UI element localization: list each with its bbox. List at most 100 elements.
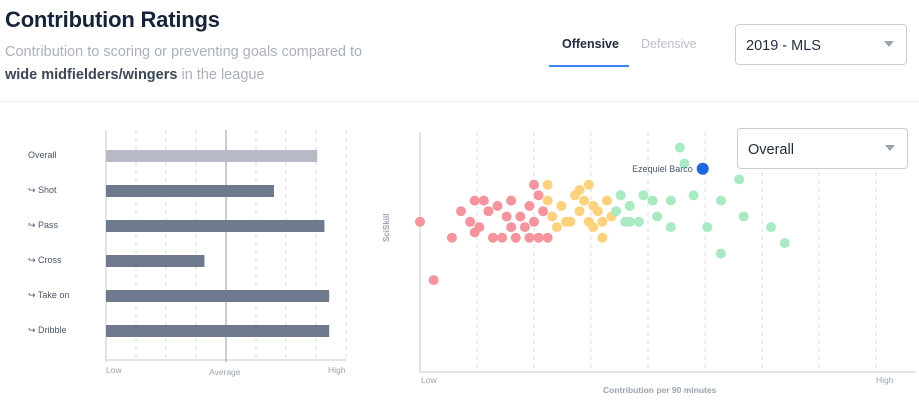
scatter-point bbox=[510, 232, 521, 243]
scatter-point bbox=[478, 195, 489, 206]
scatter-point bbox=[779, 238, 790, 248]
scatter-point bbox=[519, 222, 530, 233]
bar-chart: Overall ↪ Shot ↪ Pass ↪ Cross ↪ Take on ↪ Dri… bbox=[0, 102, 360, 402]
scatter-point bbox=[533, 232, 544, 243]
scatter-y-axis-label: SciSkill bbox=[382, 213, 391, 242]
scatter-point bbox=[529, 216, 539, 227]
bar-label: ↪ Shot bbox=[28, 185, 57, 195]
bar-label: ↪ Dribble bbox=[28, 325, 67, 335]
scatter-point-highlight bbox=[696, 162, 709, 175]
scatter-x-low-label: Low bbox=[421, 375, 437, 385]
scatter-point bbox=[474, 222, 485, 233]
scatter-point bbox=[674, 142, 685, 153]
bar-1 bbox=[106, 185, 274, 197]
scatter-point bbox=[592, 206, 603, 217]
bar-chart-svg bbox=[105, 130, 347, 362]
scatter-point bbox=[456, 206, 467, 217]
tab-offensive[interactable]: Offensive bbox=[549, 29, 629, 67]
subtitle-prefix: Contribution to scoring or preventing go… bbox=[5, 44, 363, 60]
metric-select[interactable]: Overall bbox=[737, 128, 908, 169]
scatter-point bbox=[542, 232, 553, 243]
scatter-point bbox=[547, 211, 558, 222]
scatter-point bbox=[524, 200, 535, 211]
scatter-point bbox=[597, 232, 608, 243]
scatter-point bbox=[601, 195, 612, 206]
bar-label: ↪ Cross bbox=[28, 255, 62, 265]
scatter-point bbox=[652, 211, 663, 222]
scatter-point bbox=[766, 222, 777, 233]
scatter-point bbox=[551, 222, 562, 233]
scatter-point bbox=[501, 211, 512, 222]
subtitle-suffix: in the league bbox=[177, 67, 265, 83]
bar-4 bbox=[106, 290, 330, 302]
scatter-point bbox=[487, 232, 498, 243]
scatter-point bbox=[529, 179, 539, 190]
scatter-point bbox=[533, 190, 544, 201]
scatter-point bbox=[588, 222, 599, 233]
scatter-point bbox=[738, 211, 749, 222]
scatter-point bbox=[415, 216, 425, 227]
scatter-chart-svg: Ezequiel Barco bbox=[415, 132, 916, 373]
bar-5 bbox=[106, 325, 330, 337]
season-select-value: 2019 - MLS bbox=[746, 38, 821, 54]
scatter-point bbox=[665, 222, 676, 233]
scatter-point bbox=[615, 190, 626, 201]
scatter-chart: Ezequiel Barco SciSkill Contribution per… bbox=[380, 102, 919, 402]
scatter-point bbox=[702, 222, 713, 233]
scatter-point bbox=[506, 195, 517, 206]
page-title: Contribution Ratings bbox=[5, 7, 220, 32]
scatter-x-high-label: High bbox=[876, 375, 894, 385]
scatter-point bbox=[679, 158, 690, 169]
page-subtitle: Contribution to scoring or preventing go… bbox=[5, 41, 395, 87]
scatter-point bbox=[506, 222, 517, 233]
scatter-point bbox=[574, 185, 585, 195]
scatter-point bbox=[497, 232, 508, 243]
scatter-point bbox=[624, 216, 635, 227]
season-select[interactable]: 2019 - MLS bbox=[735, 24, 907, 65]
scatter-point bbox=[556, 200, 567, 211]
header-divider bbox=[0, 101, 919, 102]
scatter-point bbox=[734, 174, 745, 185]
scatter-point bbox=[688, 190, 699, 201]
scatter-point bbox=[633, 216, 644, 227]
scatter-point bbox=[647, 195, 658, 206]
scatter-point bbox=[665, 195, 676, 206]
bar-label: ↪ Pass bbox=[28, 220, 59, 230]
bar-x-high-label: High bbox=[328, 365, 346, 375]
scatter-point bbox=[611, 206, 622, 217]
scatter-point bbox=[483, 206, 494, 217]
scatter-point bbox=[579, 195, 590, 206]
metric-select-value: Overall bbox=[748, 142, 794, 158]
chevron-down-icon bbox=[885, 145, 895, 151]
scatter-point bbox=[515, 211, 526, 222]
scatter-point bbox=[524, 232, 535, 243]
bar-0 bbox=[106, 150, 318, 162]
scatter-point bbox=[428, 275, 439, 286]
bar-label: ↪ Take on bbox=[28, 290, 70, 300]
scatter-x-axis-label: Contribution per 90 minutes bbox=[603, 385, 717, 395]
scatter-point bbox=[565, 216, 576, 227]
scatter-point bbox=[542, 179, 553, 190]
tab-defensive[interactable]: Defensive bbox=[641, 37, 697, 51]
scatter-point bbox=[469, 195, 480, 206]
bar-3 bbox=[106, 255, 205, 267]
scatter-point bbox=[538, 206, 549, 217]
scatter-point bbox=[715, 248, 726, 259]
bar-x-average-label: Average bbox=[209, 367, 241, 377]
scatter-point bbox=[638, 190, 649, 201]
chevron-down-icon bbox=[884, 41, 894, 47]
scatter-point bbox=[624, 200, 635, 211]
bar-label: Overall bbox=[28, 150, 57, 160]
highlight-player-label: Ezequiel Barco bbox=[632, 164, 693, 174]
subtitle-position: wide midfielders/wingers bbox=[5, 67, 178, 83]
scatter-point bbox=[542, 195, 553, 206]
scatter-point bbox=[597, 216, 608, 227]
scatter-point bbox=[715, 195, 726, 206]
rating-type-tabs: Offensive Defensive bbox=[549, 29, 709, 67]
scatter-point bbox=[574, 206, 585, 217]
scatter-point bbox=[492, 200, 503, 211]
scatter-point bbox=[446, 232, 457, 243]
scatter-point bbox=[583, 179, 594, 190]
scatter-point bbox=[465, 216, 476, 227]
bar-2 bbox=[106, 220, 325, 232]
